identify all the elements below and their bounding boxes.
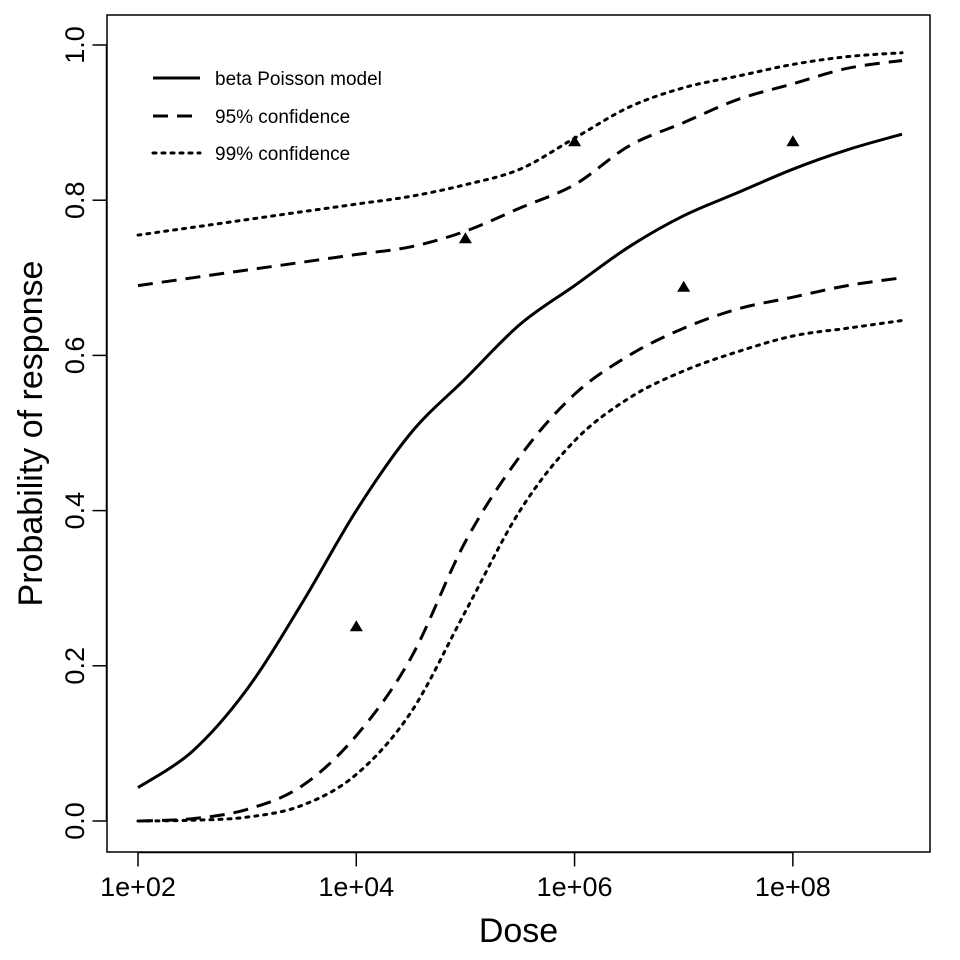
y-tick-label: 0.0 bbox=[60, 802, 90, 840]
series-layer bbox=[136, 51, 904, 823]
series-lower-99-confidence bbox=[136, 319, 904, 823]
legend-label: 99% confidence bbox=[215, 144, 350, 165]
series-upper-99-confidence bbox=[136, 51, 904, 237]
data-point-triangle bbox=[786, 135, 800, 147]
y-tick-label: 1.0 bbox=[60, 26, 90, 64]
series-upper-95-confidence bbox=[137, 59, 903, 288]
y-axis-title: Probability of response bbox=[12, 261, 50, 607]
x-axis: 1e+02 1e+04 1e+06 1e+08 bbox=[100, 851, 831, 902]
observed-points bbox=[349, 135, 800, 632]
data-point-triangle bbox=[568, 135, 582, 147]
y-tick-label: 0.6 bbox=[60, 337, 90, 375]
y-axis: 0.0 0.2 0.4 0.6 0.8 1.0 bbox=[60, 26, 108, 840]
x-tick-label: 1e+04 bbox=[318, 872, 394, 902]
data-point-triangle bbox=[349, 620, 363, 632]
legend-label: 95% confidence bbox=[215, 107, 350, 128]
x-tick-label: 1e+02 bbox=[100, 872, 176, 902]
series-line-beta-poisson-model bbox=[137, 132, 903, 789]
data-point-triangle bbox=[677, 280, 691, 292]
legend-label: beta Poisson model bbox=[215, 69, 382, 90]
x-tick-label: 1e+06 bbox=[537, 872, 613, 902]
y-tick-label: 0.4 bbox=[60, 492, 90, 530]
y-tick-label: 0.8 bbox=[60, 181, 90, 219]
x-tick-label: 1e+08 bbox=[755, 872, 831, 902]
y-tick-label: 0.2 bbox=[60, 647, 90, 685]
x-axis-title: Dose bbox=[479, 912, 558, 950]
legend: beta Poisson model 95% confidence 99% conf… bbox=[151, 69, 382, 165]
data-point-triangle bbox=[458, 232, 472, 244]
